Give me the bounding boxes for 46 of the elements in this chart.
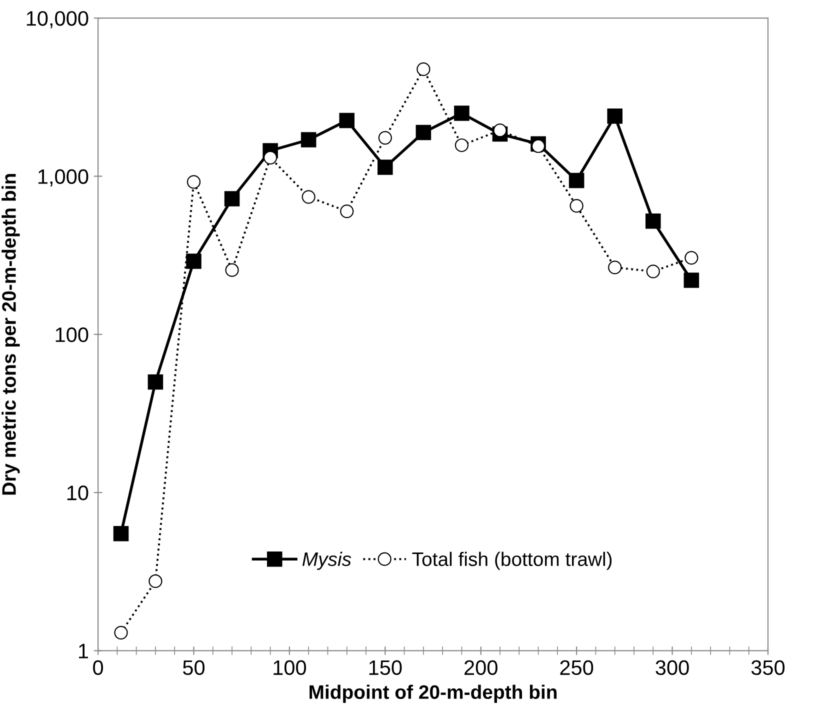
x-tick-label: 0 [93, 660, 104, 676]
point [186, 254, 202, 269]
x-tick-label: 300 [656, 660, 689, 676]
point [225, 263, 239, 277]
point [608, 260, 622, 274]
point [568, 172, 584, 188]
point [339, 112, 355, 128]
legend-label: Mysis [302, 552, 352, 570]
y-tick-label: 10,000 [26, 11, 88, 28]
point [454, 138, 469, 152]
y-tick-label: 1 [79, 644, 88, 658]
point [186, 175, 201, 189]
x-tick-label: 250 [560, 660, 594, 676]
x-tick-label: 50 [182, 660, 205, 676]
y-tick-label: 10 [67, 486, 88, 500]
point [416, 124, 432, 140]
point [114, 626, 128, 640]
point [378, 160, 393, 175]
legend-label: Total fish (bottom trawl) [412, 552, 612, 570]
point [493, 124, 507, 138]
point [570, 199, 584, 213]
point [300, 132, 316, 148]
point [148, 374, 164, 390]
point [416, 62, 430, 76]
point [607, 108, 622, 124]
y-axis-title: Dry metric tons per 20-m-depth bin [2, 174, 20, 495]
point [302, 190, 316, 204]
y-tick-label: 1,000 [38, 169, 88, 186]
y-tick-label: 100 [56, 327, 88, 342]
x-tick-label: 200 [464, 660, 498, 676]
point [645, 214, 661, 229]
point [646, 264, 660, 278]
point [264, 150, 278, 164]
x-tick-label: 350 [751, 660, 785, 676]
point [148, 574, 162, 588]
point [684, 272, 700, 288]
point [531, 139, 546, 153]
point [340, 204, 354, 218]
point [454, 106, 470, 121]
point [684, 250, 698, 265]
point [113, 526, 129, 542]
x-axis-title: Midpoint of 20-m-depth bin [310, 684, 557, 703]
x-tick-label: 100 [274, 660, 306, 676]
x-tick-label: 150 [369, 660, 402, 676]
point [378, 130, 392, 145]
point [224, 191, 240, 206]
